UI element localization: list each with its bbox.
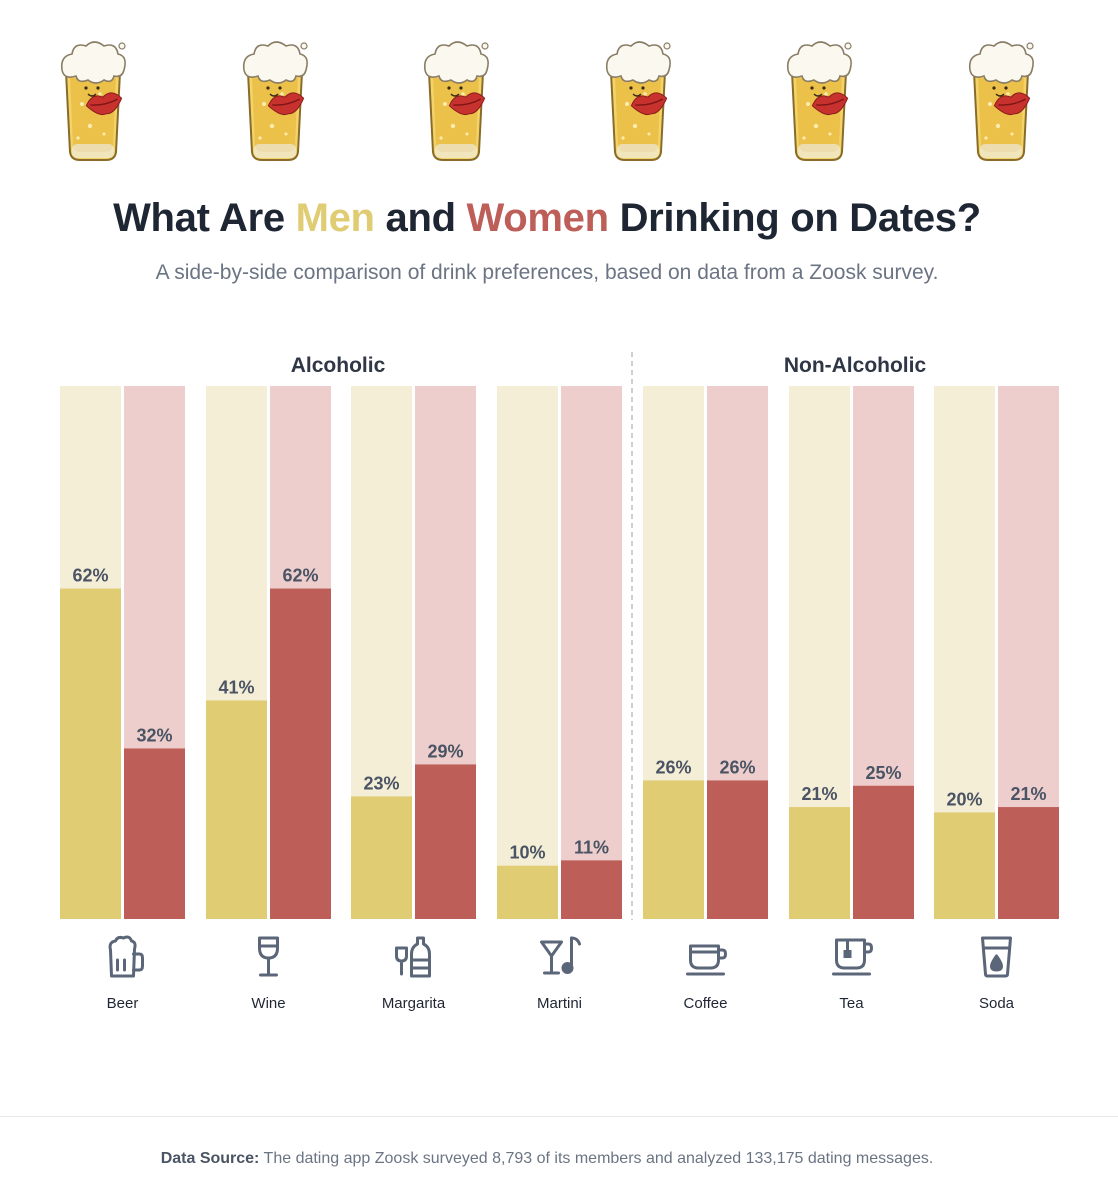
value-label-men-margarita: 23%	[363, 773, 399, 793]
bar-women-soda	[998, 807, 1059, 919]
data-source-label: Data Source:	[160, 1150, 260, 1167]
value-label-women-margarita: 29%	[427, 741, 463, 761]
category-label-martini: Martini	[537, 995, 582, 1012]
bar-men-beer	[60, 588, 121, 919]
beer-icon	[108, 935, 144, 978]
value-label-men-soda: 20%	[946, 789, 982, 809]
bar-women-coffee	[707, 780, 768, 919]
bar-men-coffee	[643, 780, 704, 919]
beer-mug-with-kiss-icon	[60, 41, 126, 161]
bar-women-martini	[561, 860, 622, 919]
data-source-note: Data Source: The dating app Zoosk survey…	[0, 1150, 1094, 1168]
bar-women-tea	[853, 785, 914, 919]
bar-men-martini	[497, 865, 558, 919]
value-label-men-tea: 21%	[801, 784, 837, 804]
tea-cup-icon	[832, 938, 873, 976]
value-label-men-wine: 41%	[218, 677, 254, 697]
coffee-cup-icon	[686, 944, 727, 976]
value-label-women-soda: 21%	[1010, 784, 1046, 804]
decorative-mugs-row	[0, 34, 1118, 169]
value-label-women-coffee: 26%	[719, 757, 755, 777]
value-label-women-martini: 11%	[574, 837, 609, 857]
value-label-women-wine: 62%	[282, 566, 318, 586]
soda-glass-icon	[981, 936, 1012, 978]
category-label-wine: Wine	[251, 995, 285, 1012]
bar-men-margarita	[351, 796, 412, 919]
category-label-coffee: Coffee	[684, 995, 728, 1012]
bar-men-soda	[934, 812, 995, 919]
category-label-beer: Beer	[107, 995, 139, 1012]
title-men: Men	[295, 196, 375, 240]
data-source-text: The dating app Zoosk surveyed 8,793 of i…	[259, 1150, 934, 1167]
page-title: What Are Men and Women Drinking on Dates…	[0, 196, 1094, 241]
beer-mug-with-kiss-icon	[968, 41, 1034, 161]
value-label-men-beer: 62%	[72, 566, 108, 586]
bar-track-men-martini	[497, 386, 558, 919]
category-label-soda: Soda	[979, 995, 1015, 1012]
title-women: Women	[466, 196, 610, 240]
beer-mug-with-kiss-icon	[786, 41, 852, 161]
beer-mug-with-kiss-icon	[242, 41, 308, 161]
drinks-bar-chart: Alcoholic Non-Alcoholic 62% 32% Beer 41% 62% Wi…	[60, 352, 1059, 1012]
value-label-men-coffee: 26%	[655, 757, 691, 777]
group-header-non-alcoholic: Non-Alcoholic	[784, 354, 927, 377]
category-label-tea: Tea	[839, 995, 864, 1012]
bar-track-women-martini	[561, 386, 622, 919]
value-label-men-martini: 10%	[509, 843, 545, 863]
margarita-bottle-icon	[395, 936, 431, 978]
bar-women-beer	[124, 748, 185, 919]
category-label-margarita: Margarita	[382, 995, 446, 1012]
beer-mug-with-kiss-icon	[605, 41, 671, 161]
title-part1: What Are	[113, 196, 296, 240]
beer-mug-with-kiss-icon	[423, 41, 489, 161]
value-label-women-beer: 32%	[136, 725, 172, 745]
wine-glass-icon	[258, 936, 279, 977]
value-label-women-tea: 25%	[865, 763, 901, 783]
martini-icon	[540, 936, 581, 975]
bar-women-wine	[270, 588, 331, 919]
page-subtitle: A side-by-side comparison of drink prefe…	[155, 261, 939, 284]
bar-men-wine	[206, 700, 267, 919]
bar-women-margarita	[415, 764, 476, 919]
group-header-alcoholic: Alcoholic	[291, 354, 386, 377]
footer-divider	[0, 1116, 1118, 1117]
title-part3: Drinking on Dates?	[608, 196, 982, 240]
bar-men-tea	[789, 807, 850, 919]
title-part2: and	[374, 196, 467, 240]
